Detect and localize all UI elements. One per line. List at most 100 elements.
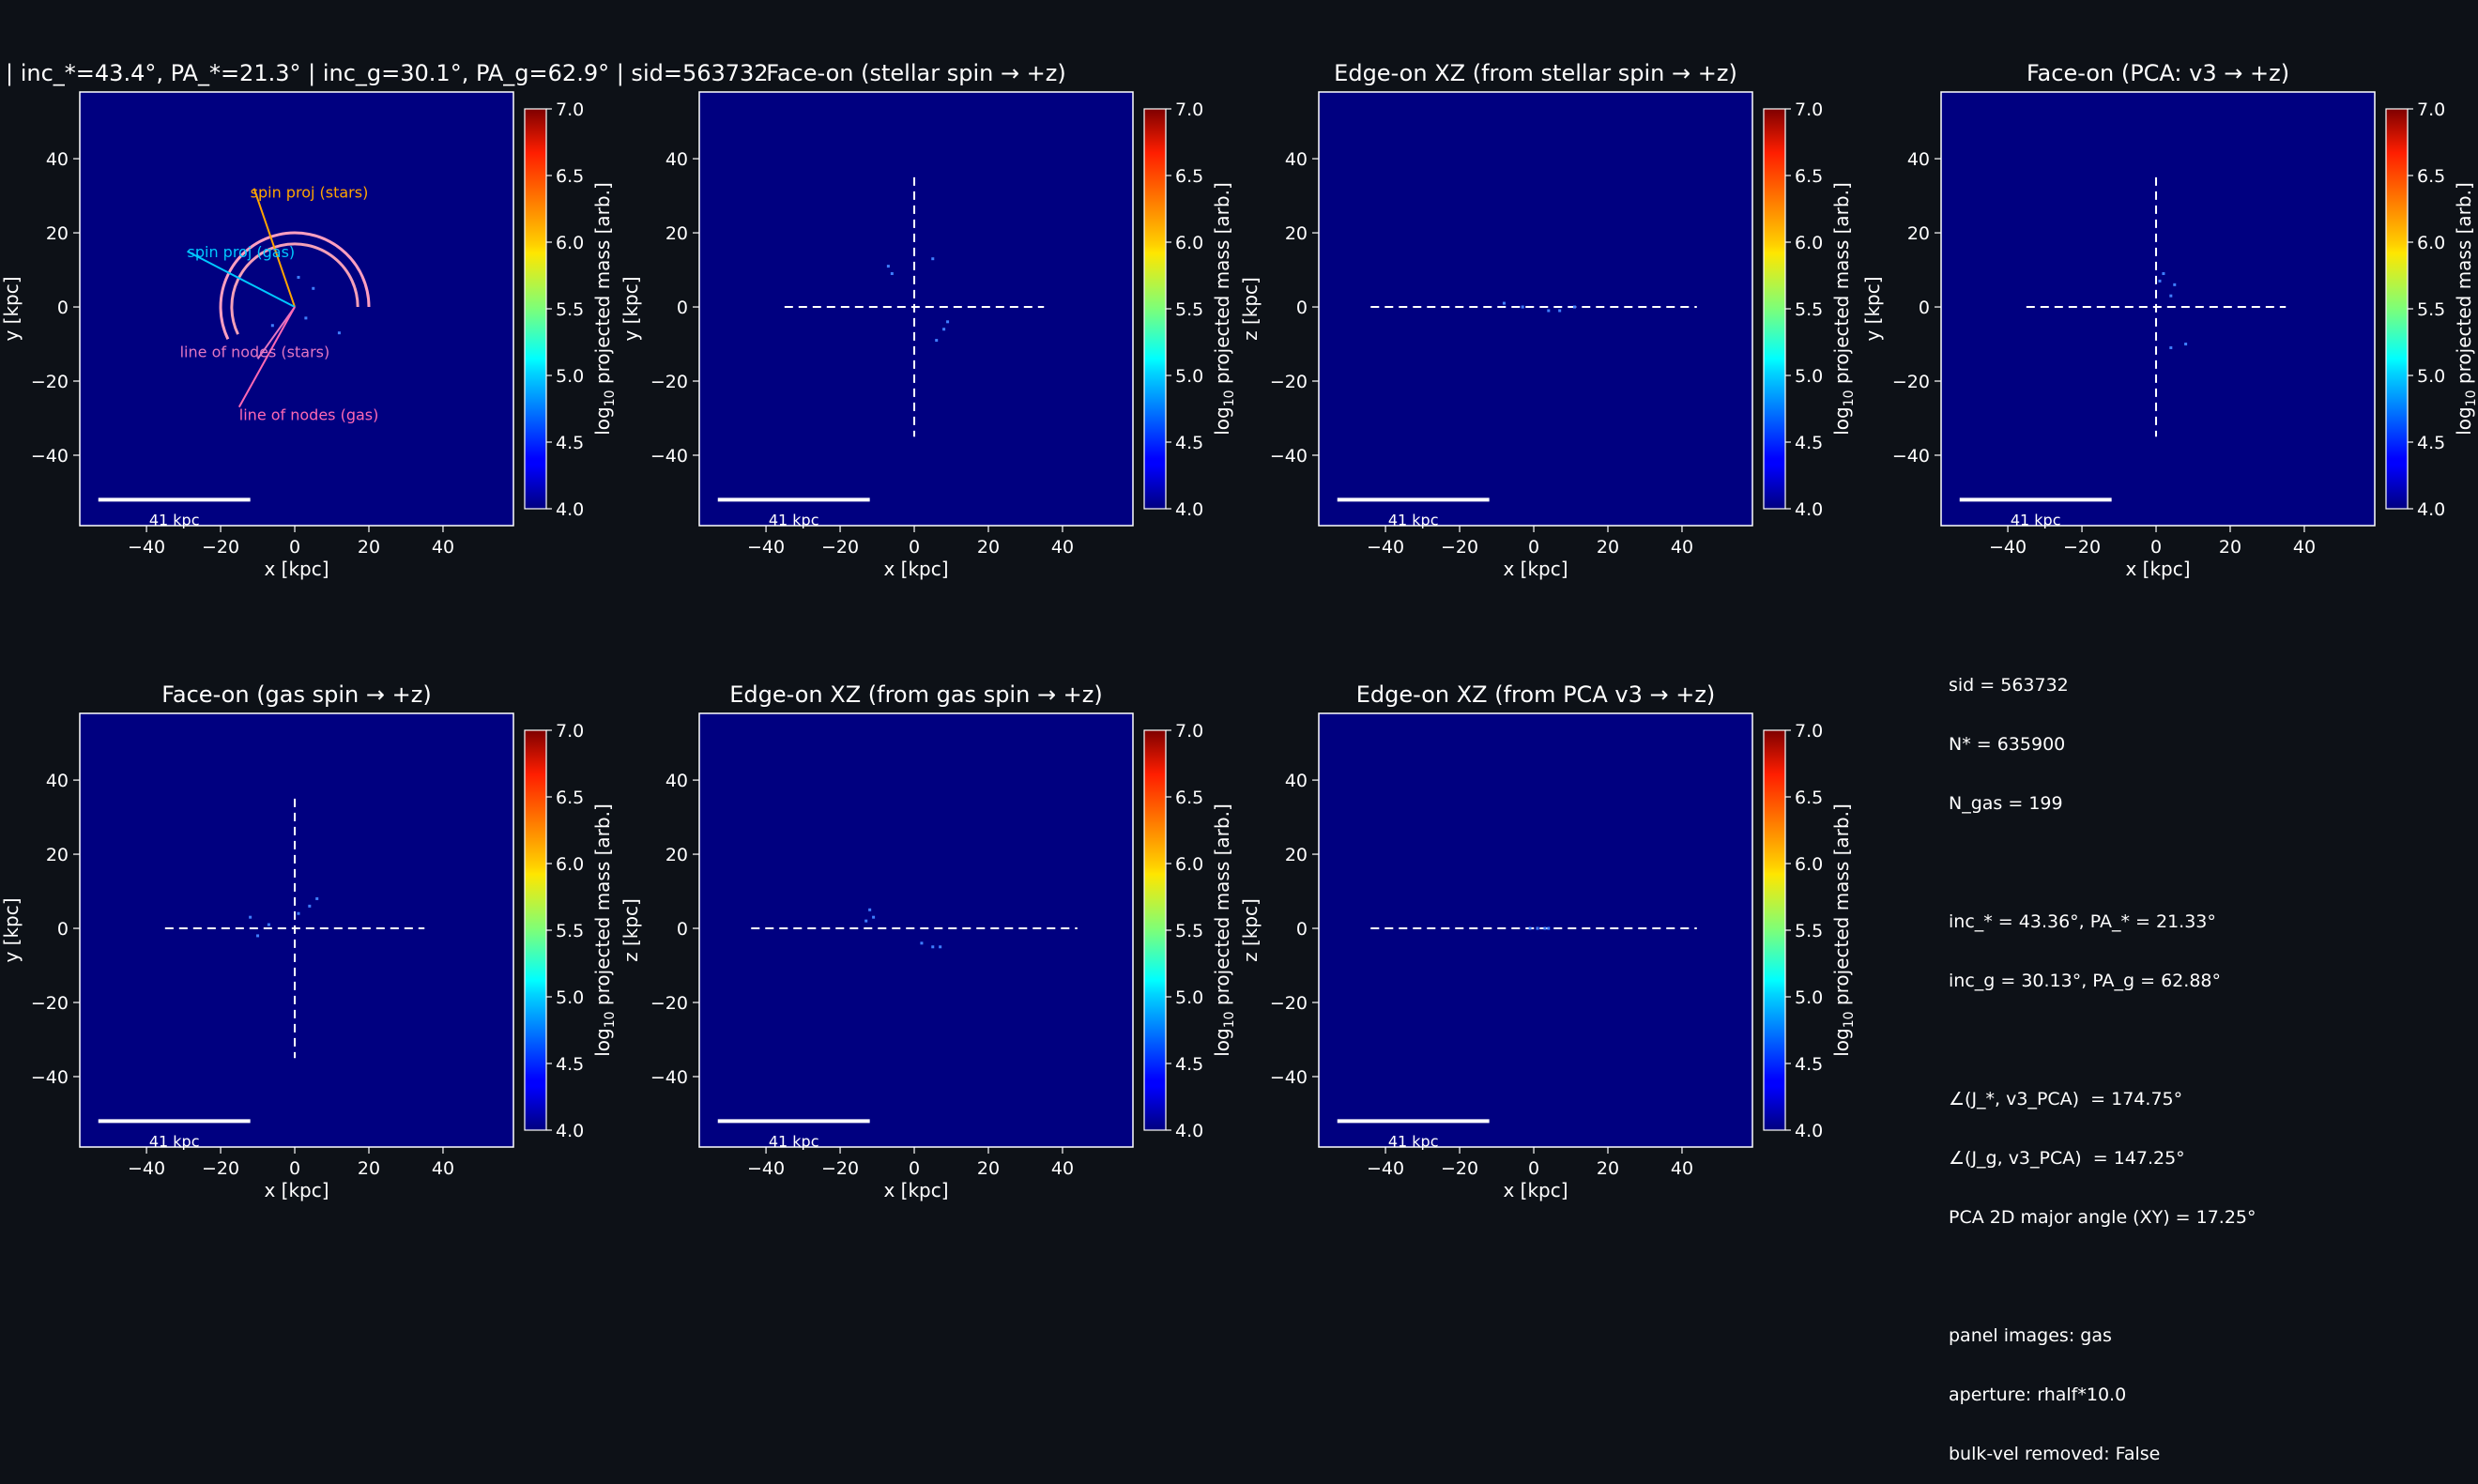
y-tick-label: 20 <box>1285 223 1308 244</box>
gas-particle <box>270 324 274 328</box>
y-tick-label: 20 <box>665 845 688 865</box>
x-axis-label: x [kpc] <box>264 1179 329 1201</box>
line-of-nodes-gas-label: line of nodes (gas) <box>239 406 379 424</box>
x-tick-label: 20 <box>358 1158 380 1179</box>
colorbar-tick-label: 6.0 <box>1795 854 1823 875</box>
x-tick-label: 40 <box>1671 537 1693 558</box>
panel-image <box>1318 712 1753 1148</box>
panel-image <box>698 712 1134 1148</box>
gas-particle <box>256 934 260 938</box>
gas-particle <box>297 275 300 279</box>
gas-particle <box>1547 926 1551 930</box>
x-tick-label: 20 <box>1597 1158 1619 1179</box>
info-panel-images: panel images: gas <box>1949 1325 2112 1346</box>
colorbar-tick-label: 4.5 <box>556 433 584 453</box>
panel-1: −40 −20 0 20 40 40 20 0 −20 −40 x [kpc] y [kpc] spin… <box>0 91 618 580</box>
y-tick-label: 40 <box>665 149 688 170</box>
y-tick-label: 20 <box>1285 845 1308 865</box>
info-gas-orientation: inc_g = 30.13°, PA_g = 62.88° <box>1949 971 2221 991</box>
colorbar <box>1143 729 1167 1131</box>
x-tick-label: 40 <box>432 1158 454 1179</box>
gas-particle <box>2158 279 2162 283</box>
y-axis-label: y [kpc] <box>0 276 23 341</box>
panel-3: Edge-on XZ (from stellar spin → +z) −40 −2… <box>1239 60 1857 580</box>
colorbar-label: log10 projected mass [arb.] <box>1211 803 1237 1057</box>
scale-bar-label: 41 kpc <box>2011 511 2061 528</box>
gas-particle <box>939 945 942 949</box>
angle-arc-gas <box>219 231 371 340</box>
panel-2: Face-on (stellar spin → +z) −40 −20 0 20 40 40… <box>620 60 1237 580</box>
panel-image <box>79 712 514 1148</box>
colorbar-tick-label: 4.0 <box>2417 499 2445 520</box>
colorbar <box>2385 108 2409 510</box>
y-tick-label: −20 <box>1892 372 1930 392</box>
colorbar-tick-label: 7.0 <box>1175 721 1203 742</box>
panel-7: Edge-on XZ (from PCA v3 → +z) −40 −20 0 20 40… <box>1239 681 1857 1201</box>
x-axis-label: x [kpc] <box>264 558 329 580</box>
y-tick-label: 40 <box>1285 149 1308 170</box>
x-tick-label: −40 <box>747 537 785 558</box>
x-tick-label: −20 <box>202 1158 239 1179</box>
y-tick-label: −20 <box>1270 993 1308 1014</box>
scale-bar-label: 41 kpc <box>769 1132 819 1150</box>
gas-particle <box>872 915 876 919</box>
x-axis-label: x [kpc] <box>2125 558 2190 580</box>
y-axis-label: z [kpc] <box>620 898 642 962</box>
panel-title: Edge-on XZ (from gas spin → +z) <box>729 681 1103 708</box>
colorbar-tick-label: 6.5 <box>1795 166 1823 187</box>
gas-particle <box>2169 345 2173 349</box>
y-tick-label: 0 <box>57 298 69 318</box>
gas-particle <box>2184 343 2188 346</box>
colorbar-tick-label: 7.0 <box>556 99 584 120</box>
x-tick-label: 20 <box>977 537 1000 558</box>
x-tick-label: −20 <box>821 537 859 558</box>
colorbar <box>1143 108 1167 510</box>
colorbar-tick-label: 4.5 <box>1175 433 1203 453</box>
x-tick-label: −20 <box>2063 537 2101 558</box>
x-tick-label: −20 <box>1441 1158 1478 1179</box>
line-of-nodes-stars-label: line of nodes (stars) <box>180 343 330 360</box>
colorbar-tick-label: 6.0 <box>1175 854 1203 875</box>
y-tick-label: −20 <box>650 372 688 392</box>
y-tick-label: −40 <box>650 1067 688 1088</box>
figure-canvas: | inc_*=43.4°, PA_*=21.3° | inc_g=30.1°,… <box>0 60 2478 1201</box>
colorbar-tick-label: 4.5 <box>556 1054 584 1075</box>
panel-image <box>698 91 1134 527</box>
gas-particle <box>931 257 935 261</box>
colorbar-tick-label: 5.0 <box>2417 366 2445 387</box>
gas-particle <box>946 320 950 324</box>
colorbar-tick-label: 5.0 <box>1795 987 1823 1008</box>
colorbar-label: log10 projected mass [arb.] <box>2453 182 2478 436</box>
gas-particle <box>308 904 312 908</box>
colorbar-tick-label: 6.0 <box>556 854 584 875</box>
y-tick-label: 0 <box>677 919 688 940</box>
x-tick-label: 20 <box>358 537 380 558</box>
colorbar-tick-label: 5.0 <box>556 987 584 1008</box>
x-tick-label: 40 <box>1051 1158 1074 1179</box>
info-panel: sid = 563732 N* = 635900 N_gas = 199 inc… <box>1949 636 2256 1484</box>
colorbar-tick-label: 4.5 <box>1175 1054 1203 1075</box>
colorbar-tick-label: 4.0 <box>556 499 584 520</box>
colorbar-tick-label: 6.5 <box>556 788 584 808</box>
gas-particle <box>315 896 319 900</box>
x-axis-label: x [kpc] <box>883 558 948 580</box>
y-tick-label: −40 <box>31 1067 69 1088</box>
y-tick-label: −20 <box>31 993 69 1014</box>
colorbar <box>524 108 547 510</box>
x-tick-label: −40 <box>1989 537 2027 558</box>
x-tick-label: 0 <box>289 1158 300 1179</box>
colorbar-label: log10 projected mass [arb.] <box>591 803 618 1057</box>
colorbar-tick-label: 5.0 <box>1795 366 1823 387</box>
scale-bar-label: 41 kpc <box>1388 511 1439 528</box>
panels-layer: −40 −20 0 20 40 40 20 0 −20 −40 x [kpc] y [kpc] spin… <box>0 60 2478 1201</box>
info-aperture: aperture: rhalf*10.0 <box>1949 1385 2127 1405</box>
colorbar-tick-label: 7.0 <box>2417 99 2445 120</box>
gas-particle <box>2162 271 2165 275</box>
scale-bar-label: 41 kpc <box>1388 1132 1439 1150</box>
colorbar-tick-label: 4.5 <box>2417 433 2445 453</box>
y-tick-label: 0 <box>677 298 688 318</box>
gas-particle <box>304 316 308 320</box>
y-tick-label: −20 <box>31 372 69 392</box>
x-axis-label: x [kpc] <box>883 1179 948 1201</box>
gas-particle <box>337 331 341 335</box>
